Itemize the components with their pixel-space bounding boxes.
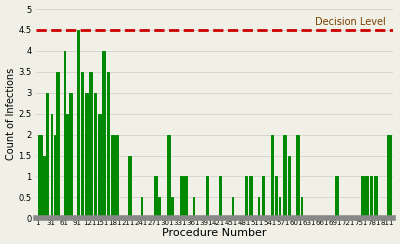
- Bar: [258, 197, 259, 218]
- Bar: [206, 176, 208, 218]
- Bar: [81, 72, 84, 218]
- Bar: [46, 93, 48, 218]
- Bar: [64, 51, 65, 218]
- Bar: [38, 135, 42, 218]
- Bar: [184, 176, 187, 218]
- Bar: [301, 197, 302, 218]
- Bar: [76, 30, 79, 218]
- Bar: [296, 135, 299, 218]
- Bar: [141, 197, 142, 218]
- Bar: [111, 135, 114, 218]
- Bar: [90, 72, 92, 218]
- Bar: [107, 72, 109, 218]
- Bar: [219, 176, 221, 218]
- Bar: [245, 176, 247, 218]
- Bar: [154, 176, 157, 218]
- Bar: [94, 93, 96, 218]
- Bar: [180, 176, 182, 218]
- Bar: [279, 197, 280, 218]
- Bar: [128, 155, 131, 218]
- X-axis label: Procedure Number: Procedure Number: [162, 228, 267, 238]
- Bar: [56, 72, 59, 218]
- Bar: [69, 93, 72, 218]
- Bar: [288, 155, 290, 218]
- Bar: [270, 135, 273, 218]
- Bar: [193, 197, 194, 218]
- Bar: [335, 176, 338, 218]
- Bar: [275, 176, 278, 218]
- Bar: [171, 197, 173, 218]
- Bar: [54, 135, 55, 218]
- Bar: [284, 135, 286, 218]
- Bar: [102, 51, 105, 218]
- Y-axis label: Count of Infections: Count of Infections: [6, 68, 16, 160]
- Bar: [374, 176, 376, 218]
- Bar: [98, 114, 101, 218]
- Bar: [232, 197, 233, 218]
- Bar: [66, 114, 68, 218]
- Bar: [51, 114, 52, 218]
- Bar: [167, 135, 170, 218]
- Bar: [387, 135, 391, 218]
- Bar: [43, 155, 45, 218]
- Text: Decision Level: Decision Level: [315, 17, 386, 27]
- Bar: [249, 176, 252, 218]
- Bar: [262, 176, 264, 218]
- Bar: [370, 176, 372, 218]
- Bar: [361, 176, 364, 218]
- Bar: [85, 93, 88, 218]
- Bar: [365, 176, 368, 218]
- Bar: [158, 197, 160, 218]
- Bar: [115, 135, 118, 218]
